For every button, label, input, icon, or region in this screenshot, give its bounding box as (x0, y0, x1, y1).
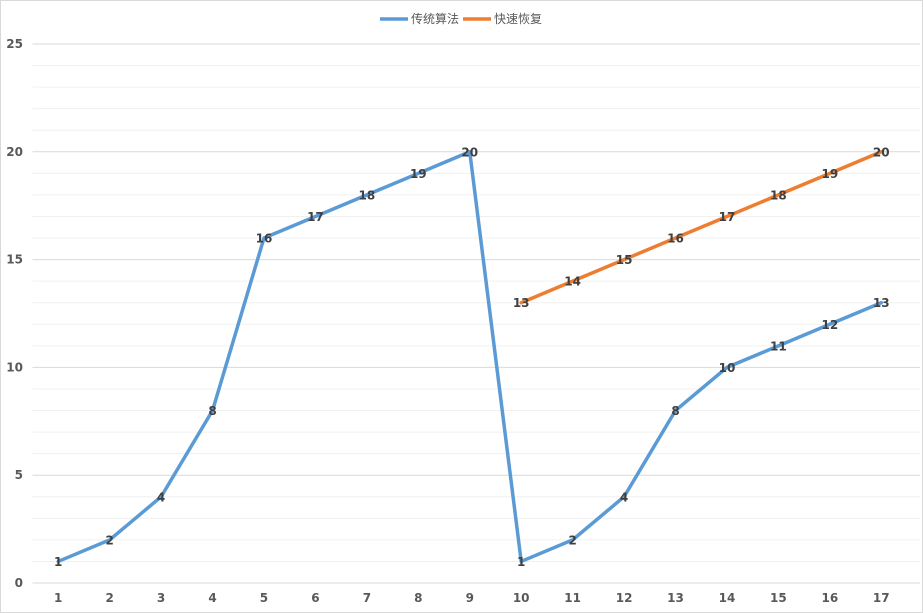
x-tick-label: 13 (667, 591, 684, 605)
data-label: 8 (208, 404, 216, 418)
y-tick-label: 10 (6, 360, 23, 374)
data-label: 4 (157, 490, 165, 504)
data-label: 8 (671, 404, 679, 418)
legend-label: 快速恢复 (494, 12, 542, 26)
data-label: 13 (873, 296, 890, 310)
data-labels: 1248161718192012481011121313141516171819… (54, 145, 890, 569)
data-label: 16 (256, 232, 273, 246)
series-line-2 (519, 150, 884, 305)
data-label: 14 (564, 275, 581, 289)
x-tick-label: 1 (54, 591, 62, 605)
data-label: 12 (821, 318, 838, 332)
x-axis: 1 2 3 4 5 6 7 8 9 10 11 12 13 14 15 16 17 (54, 591, 890, 605)
data-label: 15 (616, 253, 633, 267)
x-tick-label: 7 (363, 591, 371, 605)
x-tick-label: 2 (105, 591, 113, 605)
x-tick-label: 16 (821, 591, 838, 605)
y-tick-label: 25 (6, 37, 23, 51)
data-label: 1 (54, 555, 62, 569)
data-label: 10 (719, 361, 736, 375)
y-tick-label: 5 (15, 468, 23, 482)
data-label: 4 (620, 490, 628, 504)
x-tick-label: 6 (311, 591, 319, 605)
x-tick-label: 17 (873, 591, 890, 605)
x-tick-label: 10 (513, 591, 530, 605)
series-lines (56, 150, 884, 564)
y-tick-label: 20 (6, 145, 23, 159)
data-label: 11 (770, 339, 787, 353)
x-tick-label: 5 (260, 591, 268, 605)
data-label: 13 (513, 296, 530, 310)
data-label: 19 (410, 167, 427, 181)
x-tick-label: 11 (564, 591, 581, 605)
data-label: 18 (770, 188, 787, 202)
data-label: 1 (517, 555, 525, 569)
data-label: 19 (821, 167, 838, 181)
y-tick-label: 0 (15, 576, 23, 590)
data-label: 2 (568, 533, 576, 547)
data-label: 17 (719, 210, 736, 224)
data-label: 16 (667, 232, 684, 246)
data-label: 20 (461, 145, 478, 159)
series-line-1 (56, 150, 884, 564)
x-tick-label: 4 (208, 591, 216, 605)
x-tick-label: 8 (414, 591, 422, 605)
x-tick-label: 15 (770, 591, 787, 605)
data-label: 18 (359, 188, 376, 202)
y-axis: 0 5 10 15 20 25 (6, 37, 23, 590)
legend: 传统算法 快速恢复 (380, 11, 542, 26)
data-label: 17 (307, 210, 324, 224)
gridlines (32, 43, 920, 584)
y-tick-label: 15 (6, 253, 23, 267)
x-tick-label: 14 (719, 591, 736, 605)
x-tick-label: 9 (466, 591, 474, 605)
data-label: 20 (873, 145, 890, 159)
legend-label: 传统算法 (411, 11, 459, 26)
data-label: 2 (105, 533, 113, 547)
x-tick-label: 12 (616, 591, 633, 605)
x-tick-label: 3 (157, 591, 165, 605)
